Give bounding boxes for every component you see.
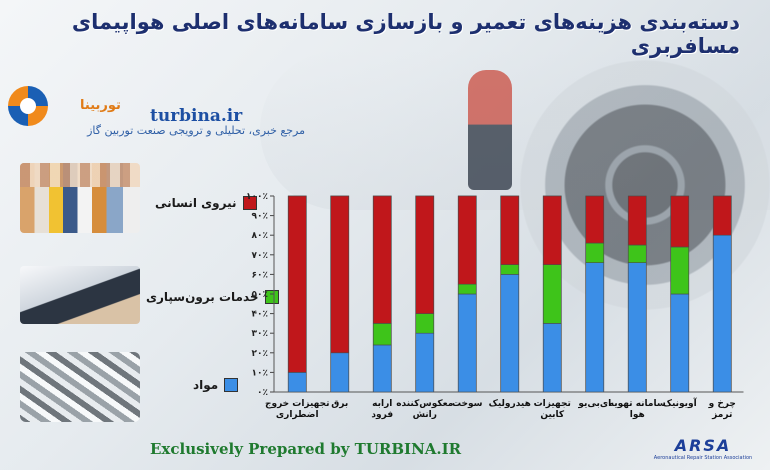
x-category-label: هیدرولیک [489, 399, 531, 409]
x-category-label: فرود [371, 410, 393, 420]
x-category-label: اضطراری [276, 410, 319, 420]
brand-name: توربینا [80, 98, 121, 113]
bar-segment [287, 195, 307, 373]
turbina-logo-icon [8, 86, 48, 126]
brand-url[interactable]: turbina.ir [150, 106, 243, 126]
arsa-logo-text: ARSA [674, 436, 732, 455]
bar-segment [585, 195, 605, 244]
bar-segment [670, 293, 690, 393]
y-tick-label: ۹۰٪ [252, 212, 268, 222]
legend-label-labor: نیروی انسانی [155, 196, 237, 210]
bar-segment [415, 313, 435, 334]
bar-segment [500, 274, 520, 393]
bar-segment [372, 344, 392, 393]
bar-segment [500, 264, 520, 275]
arsa-org-name: Aeronautical Repair Station Association [653, 455, 753, 461]
y-tick-label: ۲۰٪ [252, 349, 268, 359]
y-tick-label: ۶۰٪ [252, 270, 268, 280]
bar-segment [585, 262, 605, 393]
bar-segment [542, 195, 562, 265]
metal-bars-photo [20, 352, 140, 422]
bar-segment [670, 246, 690, 295]
x-category-label: هوا [630, 410, 645, 420]
bar-segment [457, 195, 477, 285]
bar-segment [712, 234, 732, 393]
bar-segment [542, 264, 562, 324]
legend-label-materials: مواد [193, 378, 219, 392]
workforce-photo [20, 163, 140, 233]
bar-segment [627, 244, 647, 263]
bar-segment [457, 293, 477, 393]
bar-segment [500, 195, 520, 265]
bar-segment [415, 332, 435, 393]
x-category-label: آویونیک [663, 397, 698, 409]
x-category-label: معکوس‌کننده [396, 399, 453, 409]
y-tick-label: ۱۰٪ [252, 368, 268, 378]
y-tick-label: ۰٪ [257, 388, 268, 398]
bar-segment [670, 195, 690, 248]
bar-segment [627, 262, 647, 393]
x-category-label: رانش [413, 410, 437, 420]
bar-segment [627, 195, 647, 246]
bar-segment [542, 323, 562, 393]
bar-segment [585, 242, 605, 263]
bar-segment [330, 352, 350, 393]
bar-segment [287, 372, 307, 393]
bar-segment [330, 195, 350, 354]
bar-segment [372, 195, 392, 324]
y-tick-label: ۴۰٪ [252, 310, 268, 320]
background-mechanic [468, 70, 512, 190]
y-tick-label: ۷۰٪ [252, 251, 268, 261]
y-tick-label: ۳۰٪ [252, 329, 268, 339]
handshake-photo [20, 266, 140, 324]
x-category-label: سوخت [452, 399, 483, 409]
bar-segment [712, 195, 732, 236]
legend-swatch-materials [224, 378, 239, 392]
x-category-label: برق [331, 399, 348, 409]
bar-segment [457, 283, 477, 295]
legend-swatch-labor [242, 196, 257, 210]
bar-segment [372, 323, 392, 346]
bar-segment [415, 195, 435, 314]
brand-subtitle: مرجع خبری، تحلیلی و ترویجی صنعت توربین گ… [87, 124, 305, 137]
x-category-label: ای‌بی‌یو [577, 399, 611, 409]
x-category-label: ارابه [372, 399, 392, 409]
legend-item-outsourcing: خدمات برون‌سپاری [146, 290, 279, 304]
legend-swatch-outsourcing [264, 290, 279, 304]
infographic-title: دسته‌بندی هزینه‌های تعمیر و بازسازی ساما… [71, 10, 740, 58]
x-category-label: کابین [540, 410, 565, 420]
legend-item-materials: مواد [193, 378, 239, 392]
arsa-logo: ARSA Aeronautical Repair Station Associa… [648, 436, 758, 461]
legend-item-labor: نیروی انسانی [155, 196, 257, 210]
y-tick-label: ۸۰٪ [252, 231, 268, 241]
x-category-label: تجهیزات [534, 399, 571, 409]
footer-credit: Exclusively Prepared by TURBINA.IR [150, 440, 462, 458]
x-category-label: چرخ و [708, 399, 736, 409]
x-category-label: تجهیزات خروج [265, 399, 330, 409]
y-tick-label: ۱۰۰٪ [246, 192, 268, 202]
x-category-label: سامانه تهویه [609, 399, 666, 409]
legend-label-outsourcing: خدمات برون‌سپاری [146, 290, 259, 304]
x-category-label: ترمز [711, 410, 732, 420]
y-tick-label: ۵۰٪ [252, 290, 268, 300]
